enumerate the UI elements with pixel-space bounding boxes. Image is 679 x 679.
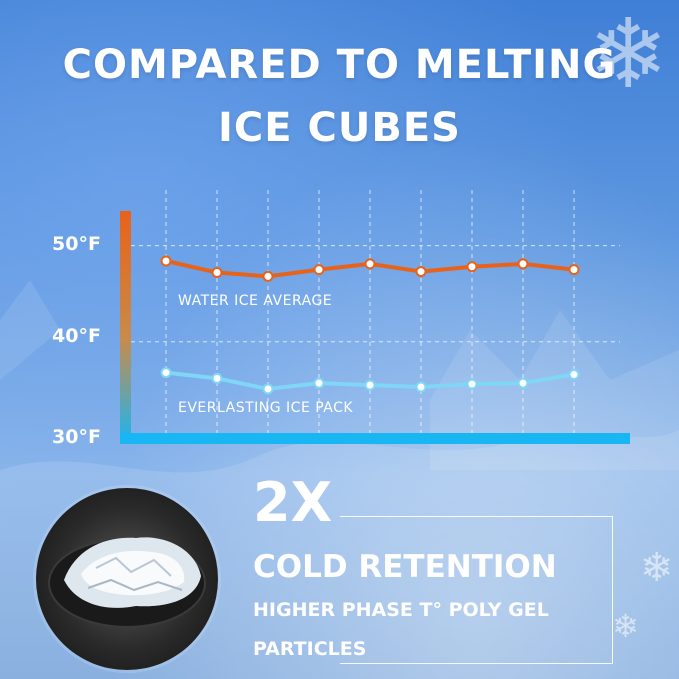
data-point <box>568 369 580 381</box>
snowflake-icon: ❄ <box>640 545 674 591</box>
data-point <box>364 258 376 270</box>
promo-subline-1: HIGHER PHASE T° POLY GEL <box>253 599 549 621</box>
headline-line-2: ICE CUBES <box>218 105 461 151</box>
series-label-everlasting: EVERLASTING ICE PACK <box>178 400 354 416</box>
series-label-water-ice: WATER ICE AVERAGE <box>178 293 333 309</box>
snowflake-icon: ❄ <box>612 607 639 645</box>
data-point <box>568 264 580 276</box>
data-point <box>160 255 172 267</box>
temperature-chart <box>120 190 630 444</box>
data-point <box>466 261 478 273</box>
promo-subline-2: PARTICLES <box>253 638 367 660</box>
headline-line-1: COMPARED TO MELTING <box>62 42 617 88</box>
data-point <box>262 383 274 395</box>
data-point <box>160 367 172 379</box>
data-point <box>211 372 223 384</box>
data-point <box>262 270 274 282</box>
data-point <box>211 267 223 279</box>
chart-series <box>160 255 580 395</box>
y-axis <box>120 211 131 444</box>
ice-gel-photo <box>36 488 218 670</box>
promo-multiplier: 2X <box>253 471 333 534</box>
y-tick-label: 50°F <box>52 233 101 255</box>
data-point <box>415 381 427 393</box>
data-point <box>364 379 376 391</box>
data-point <box>313 377 325 389</box>
snowflake-icon: ❄ <box>588 0 669 110</box>
x-axis <box>120 433 630 444</box>
y-tick-label: 40°F <box>52 325 101 347</box>
promo-headline: COLD RETENTION <box>253 549 557 585</box>
data-point <box>415 266 427 278</box>
chart-grid <box>131 190 620 433</box>
data-point <box>313 264 325 276</box>
y-tick-label: 30°F <box>52 426 101 448</box>
data-point <box>466 378 478 390</box>
data-point <box>517 377 529 389</box>
data-point <box>517 258 529 270</box>
promo-frame <box>340 516 613 664</box>
